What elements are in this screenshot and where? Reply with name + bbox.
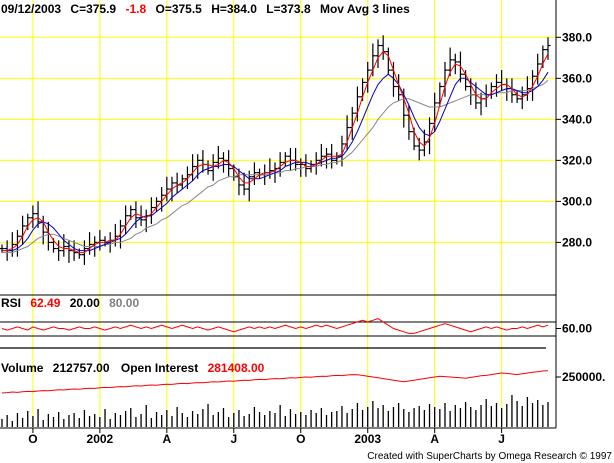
volume-bars <box>1 395 549 427</box>
price-tick-label: 280.0 <box>562 235 592 249</box>
rsi-line <box>1 318 549 334</box>
x-tick-label: A <box>430 432 439 446</box>
ohlc-bar <box>488 82 494 99</box>
price-tick-label: 320.0 <box>562 153 592 167</box>
ohlc-bar <box>463 70 469 91</box>
ohlc-bar <box>174 172 180 194</box>
header-date: 09/12/2003 <box>1 2 61 16</box>
x-tick-label: O <box>28 432 37 446</box>
ohlc-bar <box>251 162 257 185</box>
open-interest-label: Open Interest <box>121 361 198 375</box>
ohlc-bar <box>375 39 381 69</box>
header-low: L=373.8 <box>266 2 311 16</box>
ohlc-bar <box>200 150 206 173</box>
rsi-tick-label: 60.00 <box>562 322 592 336</box>
ohlc-bar <box>87 232 93 255</box>
price-horizontal-gridlines <box>0 36 556 243</box>
ohlc-bar <box>0 244 5 253</box>
ohlc-bar <box>390 61 396 97</box>
ohlc-bar <box>20 215 26 245</box>
rsi-upper-value: 80.00 <box>109 296 139 310</box>
header-open: O=375.5 <box>155 2 202 16</box>
ohlc-bar <box>133 201 139 229</box>
price-panel: 280.0 300.0 320.0 340.0 360.0 380.0 <box>0 30 592 265</box>
header-change: -1.8 <box>125 2 146 16</box>
ohlc-bar <box>524 76 530 101</box>
volume-value: 212757.00 <box>53 361 110 375</box>
rsi-header: RSI 62.49 20.00 80.00 <box>1 296 139 310</box>
rsi-panel: 60.00 <box>1 318 592 336</box>
ohlc-bar <box>293 148 299 171</box>
price-tick-label: 340.0 <box>562 112 592 126</box>
price-tick-label: 380.0 <box>562 30 592 44</box>
open-interest-value: 281408.00 <box>208 361 265 375</box>
header-high: H=384.0 <box>211 2 257 16</box>
ohlc-bar <box>483 84 489 108</box>
ohlc-bar <box>396 74 402 101</box>
price-y-axis-labels: 280.0 300.0 320.0 340.0 360.0 380.0 <box>556 30 592 249</box>
rsi-y-axis-labels: 60.00 <box>556 322 592 336</box>
x-tick-label: A <box>162 432 171 446</box>
x-tick-label: 2003 <box>354 432 381 446</box>
x-axis-labels: O 2002 A J O 2003 A J <box>28 428 505 446</box>
volume-tick-label: 250000. <box>562 370 605 384</box>
ohlc-bar <box>30 205 36 229</box>
ohlc-bar <box>287 148 293 171</box>
ohlc-bar <box>354 86 360 122</box>
credit-text: Created with SuperCharts by Omega Resear… <box>367 451 612 462</box>
ohlc-bar <box>406 104 412 140</box>
ohlc-bar <box>457 51 463 83</box>
price-tick-label: 360.0 <box>562 71 592 85</box>
x-tick-label: J <box>230 432 237 446</box>
rsi-lower-value: 20.00 <box>70 296 100 310</box>
ohlc-bar <box>432 92 438 132</box>
x-tick-label: O <box>296 432 305 446</box>
ohlc-bar <box>179 174 185 190</box>
rsi-label: RSI <box>1 296 21 310</box>
ohlc-bar <box>246 170 252 202</box>
volume-y-axis-labels: 250000. <box>556 370 605 384</box>
price-tick-label: 300.0 <box>562 194 592 208</box>
volume-label: Volume <box>1 361 44 375</box>
ohlc-bar <box>385 47 391 75</box>
volume-header: Volume 212757.00 Open Interest 281408.00 <box>1 361 265 375</box>
ohlc-bar <box>14 230 20 257</box>
moving-average-mid-line <box>2 71 549 252</box>
ohlc-bar <box>45 221 51 251</box>
x-tick-label: J <box>498 432 505 446</box>
ohlc-bar <box>210 154 216 181</box>
ohlc-bar <box>226 150 232 177</box>
ohlc-bar <box>499 70 505 91</box>
moving-average-fast-line <box>2 51 549 254</box>
rsi-value: 62.49 <box>30 296 60 310</box>
ohlc-bar <box>123 205 129 235</box>
ohlc-bar <box>380 35 386 60</box>
header-indicator: Mov Avg 3 lines <box>320 2 410 16</box>
x-tick-label: 2002 <box>87 432 114 446</box>
price-header: 09/12/2003 C=375.9 -1.8 O=375.5 H=384.0 … <box>1 2 410 16</box>
open-interest-line <box>1 370 549 394</box>
ohlc-bar <box>56 240 62 261</box>
ohlc-bar <box>545 37 551 60</box>
ohlc-bar <box>25 213 31 231</box>
ohlc-bar <box>478 92 484 116</box>
ohlc-bar <box>190 154 196 181</box>
ohlc-bar <box>241 172 247 196</box>
price-ohlc-bars <box>0 35 551 265</box>
ohlc-bar <box>66 240 72 263</box>
header-close: C=375.9 <box>70 2 116 16</box>
volume-panel: 250000. <box>1 370 605 427</box>
ohlc-bar <box>184 166 190 190</box>
ohlc-bar <box>519 86 525 110</box>
ohlc-bar <box>437 82 443 108</box>
